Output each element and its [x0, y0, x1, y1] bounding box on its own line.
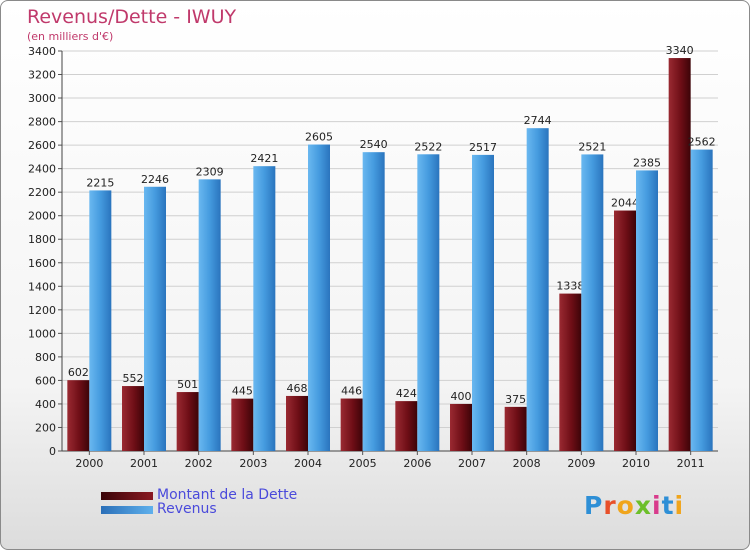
y-tick-label: 800 [35, 351, 56, 364]
data-label-dette: 400 [451, 390, 472, 403]
y-tick-label: 2400 [28, 163, 56, 176]
y-tick-label: 400 [35, 398, 56, 411]
data-label-revenus: 2540 [360, 138, 388, 151]
y-tick-label: 1600 [28, 257, 56, 270]
data-label-revenus: 2522 [414, 140, 442, 153]
logo-letter: P [584, 491, 604, 520]
logo-letter: x [634, 491, 652, 520]
legend-swatch-dette [101, 492, 153, 500]
bar-revenus [362, 152, 385, 452]
bar-revenus [144, 186, 166, 451]
bar-revenus [253, 166, 276, 452]
bar-dette [340, 398, 363, 451]
data-label-revenus: 2246 [141, 173, 169, 186]
data-label-revenus: 2421 [250, 152, 278, 165]
data-label-dette: 3340 [666, 44, 694, 57]
logo-letter: t [661, 491, 675, 520]
x-tick-label: 2007 [458, 457, 486, 470]
bar-revenus [417, 154, 440, 451]
x-tick-label: 2009 [567, 457, 595, 470]
y-tick-label: 200 [35, 421, 56, 434]
bar-dette [668, 58, 691, 451]
x-tick-label: 2003 [239, 457, 267, 470]
data-label-dette: 468 [287, 382, 308, 395]
bar-dette [67, 380, 90, 451]
bar-revenus [308, 144, 330, 451]
bar-dette [559, 293, 582, 451]
bar-dette [614, 210, 636, 451]
bar-dette [504, 406, 527, 451]
y-tick-label: 1200 [28, 304, 56, 317]
logo-letter: i [652, 491, 662, 520]
y-tick-label: 3200 [28, 69, 56, 82]
legend-label-dette: Montant de la Dette [157, 487, 298, 503]
data-label-revenus: 2605 [305, 131, 333, 144]
x-tick-label: 2004 [294, 457, 322, 470]
bar-dette [176, 392, 199, 451]
bar-dette [450, 403, 472, 451]
bar-revenus [690, 149, 713, 451]
bar-revenus [472, 154, 494, 451]
data-label-dette: 1338 [556, 280, 584, 293]
data-label-revenus: 2521 [578, 140, 606, 153]
data-label-dette: 501 [177, 378, 198, 391]
y-tick-label: 1800 [28, 233, 56, 246]
x-tick-label: 2000 [75, 457, 103, 470]
bar-dette [395, 401, 418, 451]
bar-revenus [581, 154, 604, 452]
data-label-dette: 602 [68, 366, 89, 379]
x-tick-label: 2008 [513, 457, 541, 470]
logo-letter: i [674, 491, 685, 520]
bar-revenus [636, 170, 658, 452]
x-tick-label: 2010 [622, 457, 650, 470]
legend-swatch-revenus [101, 506, 153, 514]
x-tick-label: 2005 [349, 457, 377, 470]
y-tick-label: 600 [35, 374, 56, 387]
data-label-revenus: 2385 [633, 156, 661, 169]
logo-letter: o [616, 491, 635, 520]
x-tick-label: 2011 [677, 457, 705, 470]
bar-dette [286, 395, 308, 451]
x-tick-label: 2002 [185, 457, 213, 470]
bar-revenus [89, 190, 112, 452]
data-label-dette: 424 [396, 387, 417, 400]
bar-revenus [198, 179, 221, 451]
bar-dette [122, 386, 144, 451]
data-label-revenus: 2744 [524, 114, 552, 127]
logo-letter: r [603, 491, 617, 520]
y-tick-label: 2800 [28, 116, 56, 129]
data-label-dette: 2044 [611, 197, 639, 210]
data-label-revenus: 2309 [196, 165, 224, 178]
y-tick-label: 1400 [28, 280, 56, 293]
x-tick-label: 2006 [403, 457, 431, 470]
data-label-revenus: 2517 [469, 141, 497, 154]
legend-label-revenus: Revenus [157, 501, 217, 517]
chart-subtitle: (en milliers d'€) [27, 30, 114, 43]
data-label-dette: 552 [123, 372, 144, 385]
y-tick-label: 0 [49, 445, 56, 458]
data-label-dette: 375 [505, 393, 526, 406]
data-label-revenus: 2562 [688, 136, 716, 149]
y-tick-label: 2000 [28, 210, 56, 223]
bar-revenus [526, 128, 549, 452]
data-label-dette: 445 [232, 385, 253, 398]
y-tick-label: 3000 [28, 92, 56, 105]
y-tick-label: 2200 [28, 186, 56, 199]
y-tick-label: 1000 [28, 327, 56, 340]
proxiti-logo: Proxiti [584, 491, 684, 520]
y-tick-label: 3400 [28, 45, 56, 58]
x-tick-label: 2001 [130, 457, 158, 470]
chart-title: Revenus/Dette - IWUY [27, 6, 237, 28]
bar-dette [231, 398, 254, 451]
data-label-revenus: 2215 [86, 176, 114, 189]
data-label-dette: 446 [341, 385, 362, 398]
y-tick-label: 2600 [28, 139, 56, 152]
